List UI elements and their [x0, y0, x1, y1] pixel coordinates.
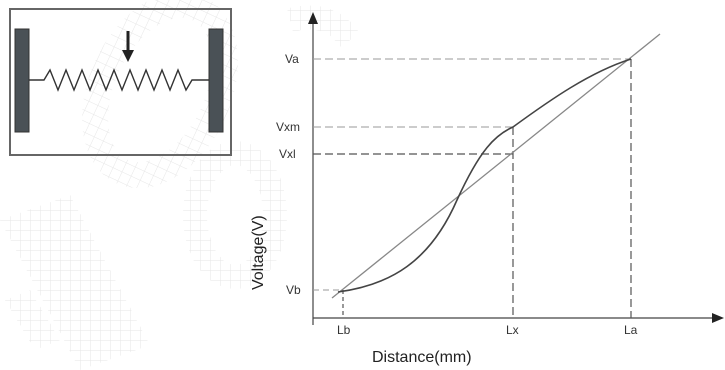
wiper-arrow-icon — [122, 50, 134, 62]
x-tick-lx: Lx — [506, 323, 519, 337]
chart-axes — [308, 12, 724, 325]
x-axis-arrow-icon — [712, 313, 724, 323]
right-terminal-bar — [208, 28, 224, 133]
x-tick-la: La — [624, 323, 638, 337]
x-axis-title: Distance(mm) — [372, 349, 472, 366]
resistor-zigzag — [29, 68, 209, 92]
y-tick-va: Va — [285, 52, 299, 66]
y-tick-vxm: Vxm — [276, 120, 300, 134]
left-terminal-bar — [14, 28, 30, 133]
y-tick-vxl: Vxl — [279, 147, 296, 161]
x-tick-lb: Lb — [337, 323, 351, 337]
potentiometer-inset — [9, 8, 232, 156]
y-axis-arrow-icon — [308, 12, 318, 24]
guide-lines — [313, 58, 632, 318]
y-tick-vb: Vb — [286, 283, 301, 297]
actual-response-curve — [337, 58, 632, 293]
inset-frame — [9, 8, 232, 156]
ideal-linear-line — [331, 33, 661, 299]
y-axis-title: Voltage(V) — [250, 215, 267, 290]
